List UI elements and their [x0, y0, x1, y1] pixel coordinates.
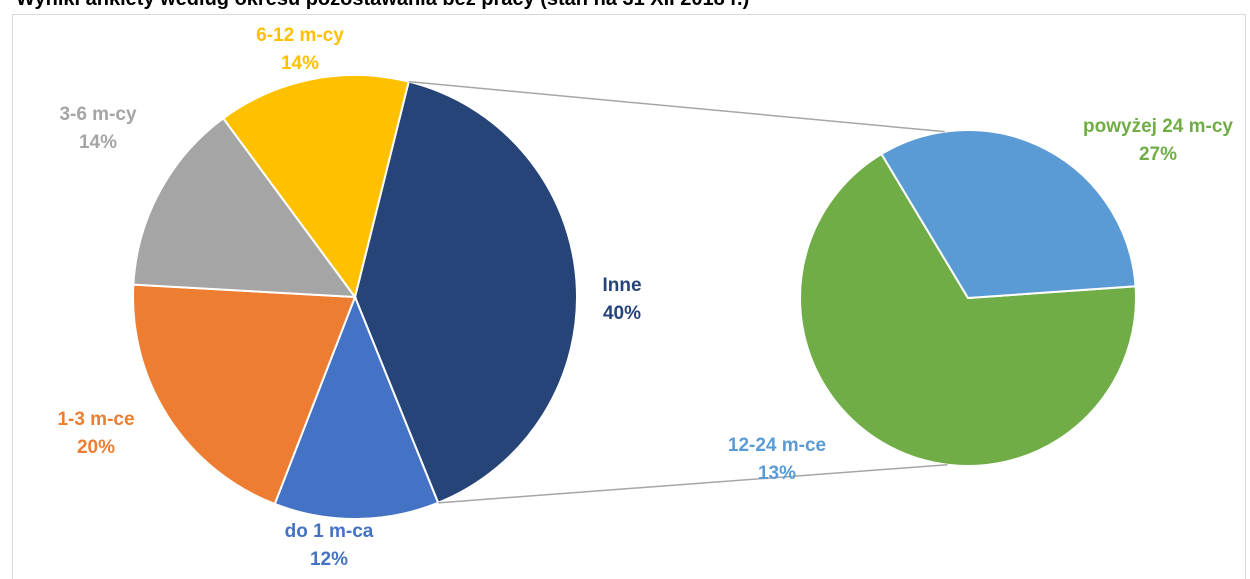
secondary-pie-category-label-12-24-m-ce: 12-24 m-ce [728, 435, 826, 456]
pie-value-label-6-12-m-cy: 14% [281, 53, 319, 74]
pie-value-label-1-3-m-ce: 20% [77, 437, 115, 458]
pie-slice-6-12-m-cy [221, 74, 410, 300]
secondary-pie-category-label-powyzej-24-m-cy: powyżej 24 m-cy [1083, 116, 1233, 137]
pie-value-label-do-1-m-ca: 12% [310, 549, 348, 570]
pie-value-label-3-6-m-cy: 14% [79, 132, 117, 153]
pie-slice-1-3-m-ce [132, 283, 357, 506]
connector-line-top [408, 80, 945, 133]
pie-slice-inne [353, 80, 578, 505]
pie-slice-do-1-m-ca [273, 294, 440, 520]
pie-category-label-inne: Inne [602, 275, 641, 296]
pie-category-label-3-6-m-cy: 3-6 m-cy [59, 104, 137, 125]
secondary-pie-value-label-12-24-m-ce: 13% [758, 463, 796, 484]
chart-title: Wyniki ankiety według okresu pozostawani… [16, 0, 749, 11]
pie-category-label-6-12-m-cy: 6-12 m-cy [256, 25, 344, 46]
secondary-pie-slice-powyzej-24-m-cy [799, 152, 1137, 467]
chart-area [12, 14, 1246, 579]
pie-category-label-do-1-m-ca: do 1 m-ca [285, 521, 374, 542]
pie-value-label-inne: 40% [603, 303, 641, 324]
secondary-pie-slice-12-24-m-ce [880, 129, 1137, 300]
connector-line-bottom [438, 463, 948, 504]
pie-category-label-1-3-m-ce: 1-3 m-ce [57, 409, 134, 430]
pie-slice-3-6-m-cy [132, 116, 358, 299]
secondary-pie-value-label-powyzej-24-m-cy: 27% [1139, 144, 1177, 165]
